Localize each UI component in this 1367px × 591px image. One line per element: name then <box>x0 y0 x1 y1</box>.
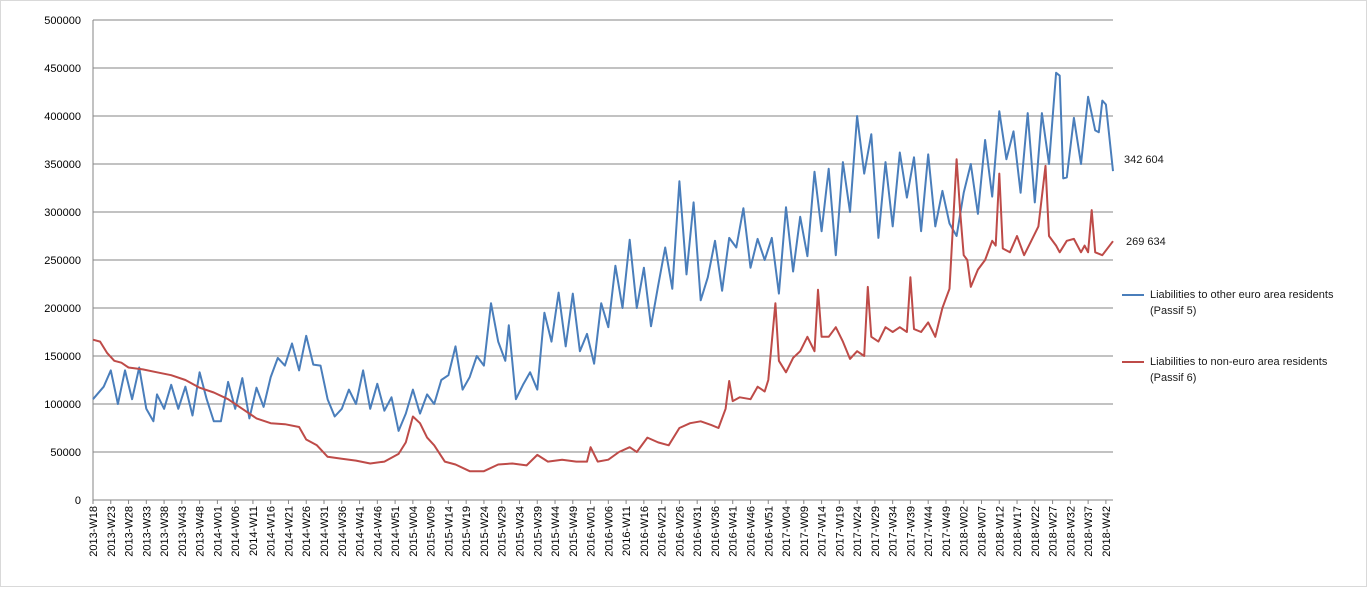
x-tick-label: 2017-W39 <box>905 506 917 557</box>
x-tick-label: 2013-W23 <box>106 506 118 557</box>
x-tick-label: 2014-W41 <box>355 506 367 557</box>
x-tick-label: 2016-W51 <box>763 506 775 557</box>
x-tick-label: 2016-W31 <box>692 506 704 557</box>
x-tick-label: 2013-W33 <box>141 506 153 557</box>
x-tick-label: 2015-W34 <box>514 506 526 557</box>
x-tick-label: 2016-W36 <box>710 506 722 557</box>
legend-label-series-2: Liabilities to non-euro area residents (… <box>1150 356 1328 384</box>
x-tick-label: 2015-W29 <box>497 506 509 557</box>
x-tick-label: 2014-W36 <box>337 506 349 557</box>
y-tick-label: 300000 <box>44 207 81 219</box>
y-tick-label: 500000 <box>44 15 81 27</box>
x-tick-label: 2018-W42 <box>1101 506 1113 557</box>
x-tick-label: 2018-W07 <box>977 506 989 557</box>
legend-label-series-1: Liabilities to other euro area residents… <box>1150 289 1334 317</box>
x-tick-label: 2014-W31 <box>319 506 331 557</box>
x-axis: 2013-W18 2013-W23 2013-W28 2013-W33 2013-W38… <box>88 20 1113 557</box>
x-tick-label: 2015-W49 <box>568 506 580 557</box>
x-tick-label: 2018-W22 <box>1030 506 1042 557</box>
x-tick-label: 2017-W14 <box>817 506 829 557</box>
x-tick-label: 2015-W44 <box>550 506 562 557</box>
x-tick-label: 2013-W28 <box>124 506 136 557</box>
x-tick-label: 2017-W29 <box>870 506 882 557</box>
x-tick-label: 2016-W21 <box>657 506 669 557</box>
x-tick-label: 2016-W06 <box>603 506 615 557</box>
series-line-2 <box>92 158 1114 473</box>
x-tick-label: 2017-W19 <box>834 506 846 557</box>
x-tick-label: 2017-W09 <box>799 506 811 557</box>
x-tick-label: 2017-W04 <box>781 506 793 557</box>
x-tick-label: 2015-W24 <box>479 506 491 557</box>
x-tick-label: 2018-W27 <box>1048 506 1060 557</box>
x-tick-label: 2015-W14 <box>443 506 455 557</box>
x-tick-label: 2014-W26 <box>301 506 313 557</box>
x-tick-label: 2017-W24 <box>852 506 864 557</box>
y-tick-label: 50000 <box>50 447 81 459</box>
x-tick-label: 2015-W09 <box>426 506 438 557</box>
x-tick-label: 2018-W32 <box>1065 506 1077 557</box>
legend-swatch-series-1 <box>1122 294 1144 296</box>
x-tick-label: 2017-W34 <box>888 506 900 557</box>
x-tick-label: 2016-W26 <box>674 506 686 557</box>
x-tick-label: 2014-W51 <box>390 506 402 557</box>
x-tick-label: 2014-W46 <box>372 506 384 557</box>
y-tick-label: 150000 <box>44 351 81 363</box>
x-tick-label: 2015-W04 <box>408 506 420 557</box>
x-tick-label: 2013-W18 <box>88 506 100 557</box>
x-tick-label: 2013-W38 <box>159 506 171 557</box>
y-tick-label: 100000 <box>44 399 81 411</box>
x-tick-label: 2014-W11 <box>248 506 260 556</box>
x-tick-label: 2018-W37 <box>1083 506 1095 557</box>
x-tick-label: 2018-W12 <box>994 506 1006 557</box>
x-tick-label: 2017-W49 <box>941 506 953 557</box>
x-tick-label: 2014-W21 <box>283 506 295 557</box>
series-lines <box>92 71 1114 473</box>
x-tick-label: 2013-W48 <box>195 506 207 557</box>
y-tick-label: 250000 <box>44 255 81 267</box>
x-tick-label: 2014-W01 <box>212 506 224 557</box>
y-tick-label: 200000 <box>44 303 81 315</box>
y-tick-label: 350000 <box>44 159 81 171</box>
x-tick-label: 2015-W39 <box>532 506 544 557</box>
x-tick-label: 2015-W19 <box>461 506 473 557</box>
x-tick-label: 2016-W41 <box>728 506 740 557</box>
x-tick-label: 2018-W17 <box>1012 506 1024 557</box>
x-tick-label: 2014-W16 <box>266 506 278 557</box>
x-tick-label: 2016-W11 <box>621 506 633 556</box>
x-tick-label: 2017-W44 <box>923 506 935 557</box>
y-axis-tick-labels: 0 50000 100000 150000 200000 250000 300000 3500… <box>44 15 81 507</box>
x-tick-label: 2013-W43 <box>177 506 189 557</box>
end-value-label-series-1: 342 604 <box>1124 154 1164 166</box>
x-tick-label: 2018-W02 <box>959 506 971 557</box>
gridlines <box>93 19 1113 453</box>
y-tick-label: 0 <box>75 495 81 507</box>
series-line-1 <box>92 71 1114 432</box>
legend-swatch-series-2 <box>1122 361 1144 363</box>
y-tick-label: 400000 <box>44 111 81 123</box>
end-value-label-series-2: 269 634 <box>1126 236 1166 248</box>
x-tick-label: 2016-W16 <box>639 506 651 557</box>
x-tick-label: 2016-W46 <box>745 506 757 557</box>
x-tick-label: 2014-W06 <box>230 506 242 557</box>
y-tick-label: 450000 <box>44 63 81 75</box>
x-tick-label: 2016-W01 <box>586 506 598 557</box>
